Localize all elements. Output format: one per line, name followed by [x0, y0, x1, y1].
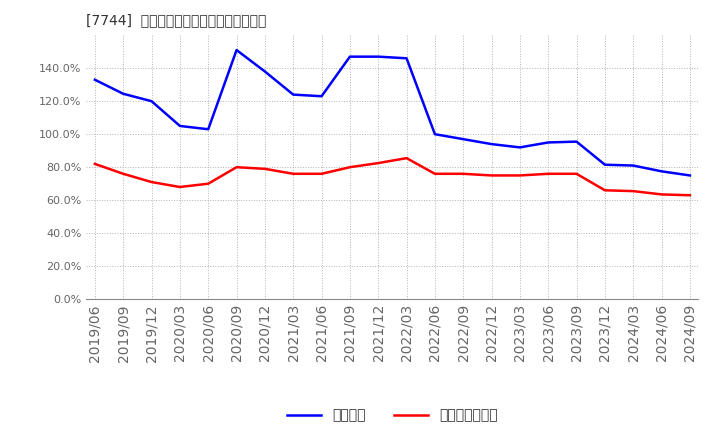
固定長期適合率 — [544, 171, 552, 176]
固定比率 — [431, 132, 439, 137]
固定長期適合率 — [685, 193, 694, 198]
固定長期適合率 — [402, 155, 411, 161]
固定長期適合率 — [657, 192, 666, 197]
固定比率 — [657, 169, 666, 174]
固定比率 — [289, 92, 297, 97]
固定比率 — [176, 123, 184, 128]
固定長期適合率 — [431, 171, 439, 176]
Text: [7744]  固定比率、固定長期適合率の推移: [7744] 固定比率、固定長期適合率の推移 — [86, 13, 267, 27]
Legend: 固定比率, 固定長期適合率: 固定比率, 固定長期適合率 — [279, 402, 505, 429]
固定比率 — [685, 173, 694, 178]
固定比率 — [487, 141, 496, 147]
固定長期適合率 — [346, 165, 354, 170]
固定比率 — [346, 54, 354, 59]
固定長期適合率 — [148, 180, 156, 185]
固定比率 — [402, 55, 411, 61]
固定比率 — [233, 48, 241, 53]
固定比率 — [148, 99, 156, 104]
固定比率 — [600, 162, 609, 167]
固定長期適合率 — [204, 181, 212, 187]
固定長期適合率 — [487, 173, 496, 178]
固定長期適合率 — [176, 184, 184, 190]
固定長期適合率 — [318, 171, 326, 176]
固定比率 — [629, 163, 637, 168]
固定長期適合率 — [91, 161, 99, 166]
固定長期適合率 — [374, 161, 382, 166]
固定長期適合率 — [261, 166, 269, 172]
固定比率 — [91, 77, 99, 82]
固定長期適合率 — [289, 171, 297, 176]
固定比率 — [318, 94, 326, 99]
固定長期適合率 — [600, 187, 609, 193]
Line: 固定比率: 固定比率 — [95, 50, 690, 176]
固定長期適合率 — [516, 173, 524, 178]
固定比率 — [459, 136, 467, 142]
固定比率 — [119, 91, 127, 96]
固定比率 — [374, 54, 382, 59]
Line: 固定長期適合率: 固定長期適合率 — [95, 158, 690, 195]
固定比率 — [261, 69, 269, 74]
固定長期適合率 — [459, 171, 467, 176]
固定比率 — [544, 140, 552, 145]
固定長期適合率 — [233, 165, 241, 170]
固定比率 — [204, 127, 212, 132]
固定長期適合率 — [629, 188, 637, 194]
固定長期適合率 — [572, 171, 581, 176]
固定比率 — [516, 145, 524, 150]
固定長期適合率 — [119, 171, 127, 176]
固定比率 — [572, 139, 581, 144]
